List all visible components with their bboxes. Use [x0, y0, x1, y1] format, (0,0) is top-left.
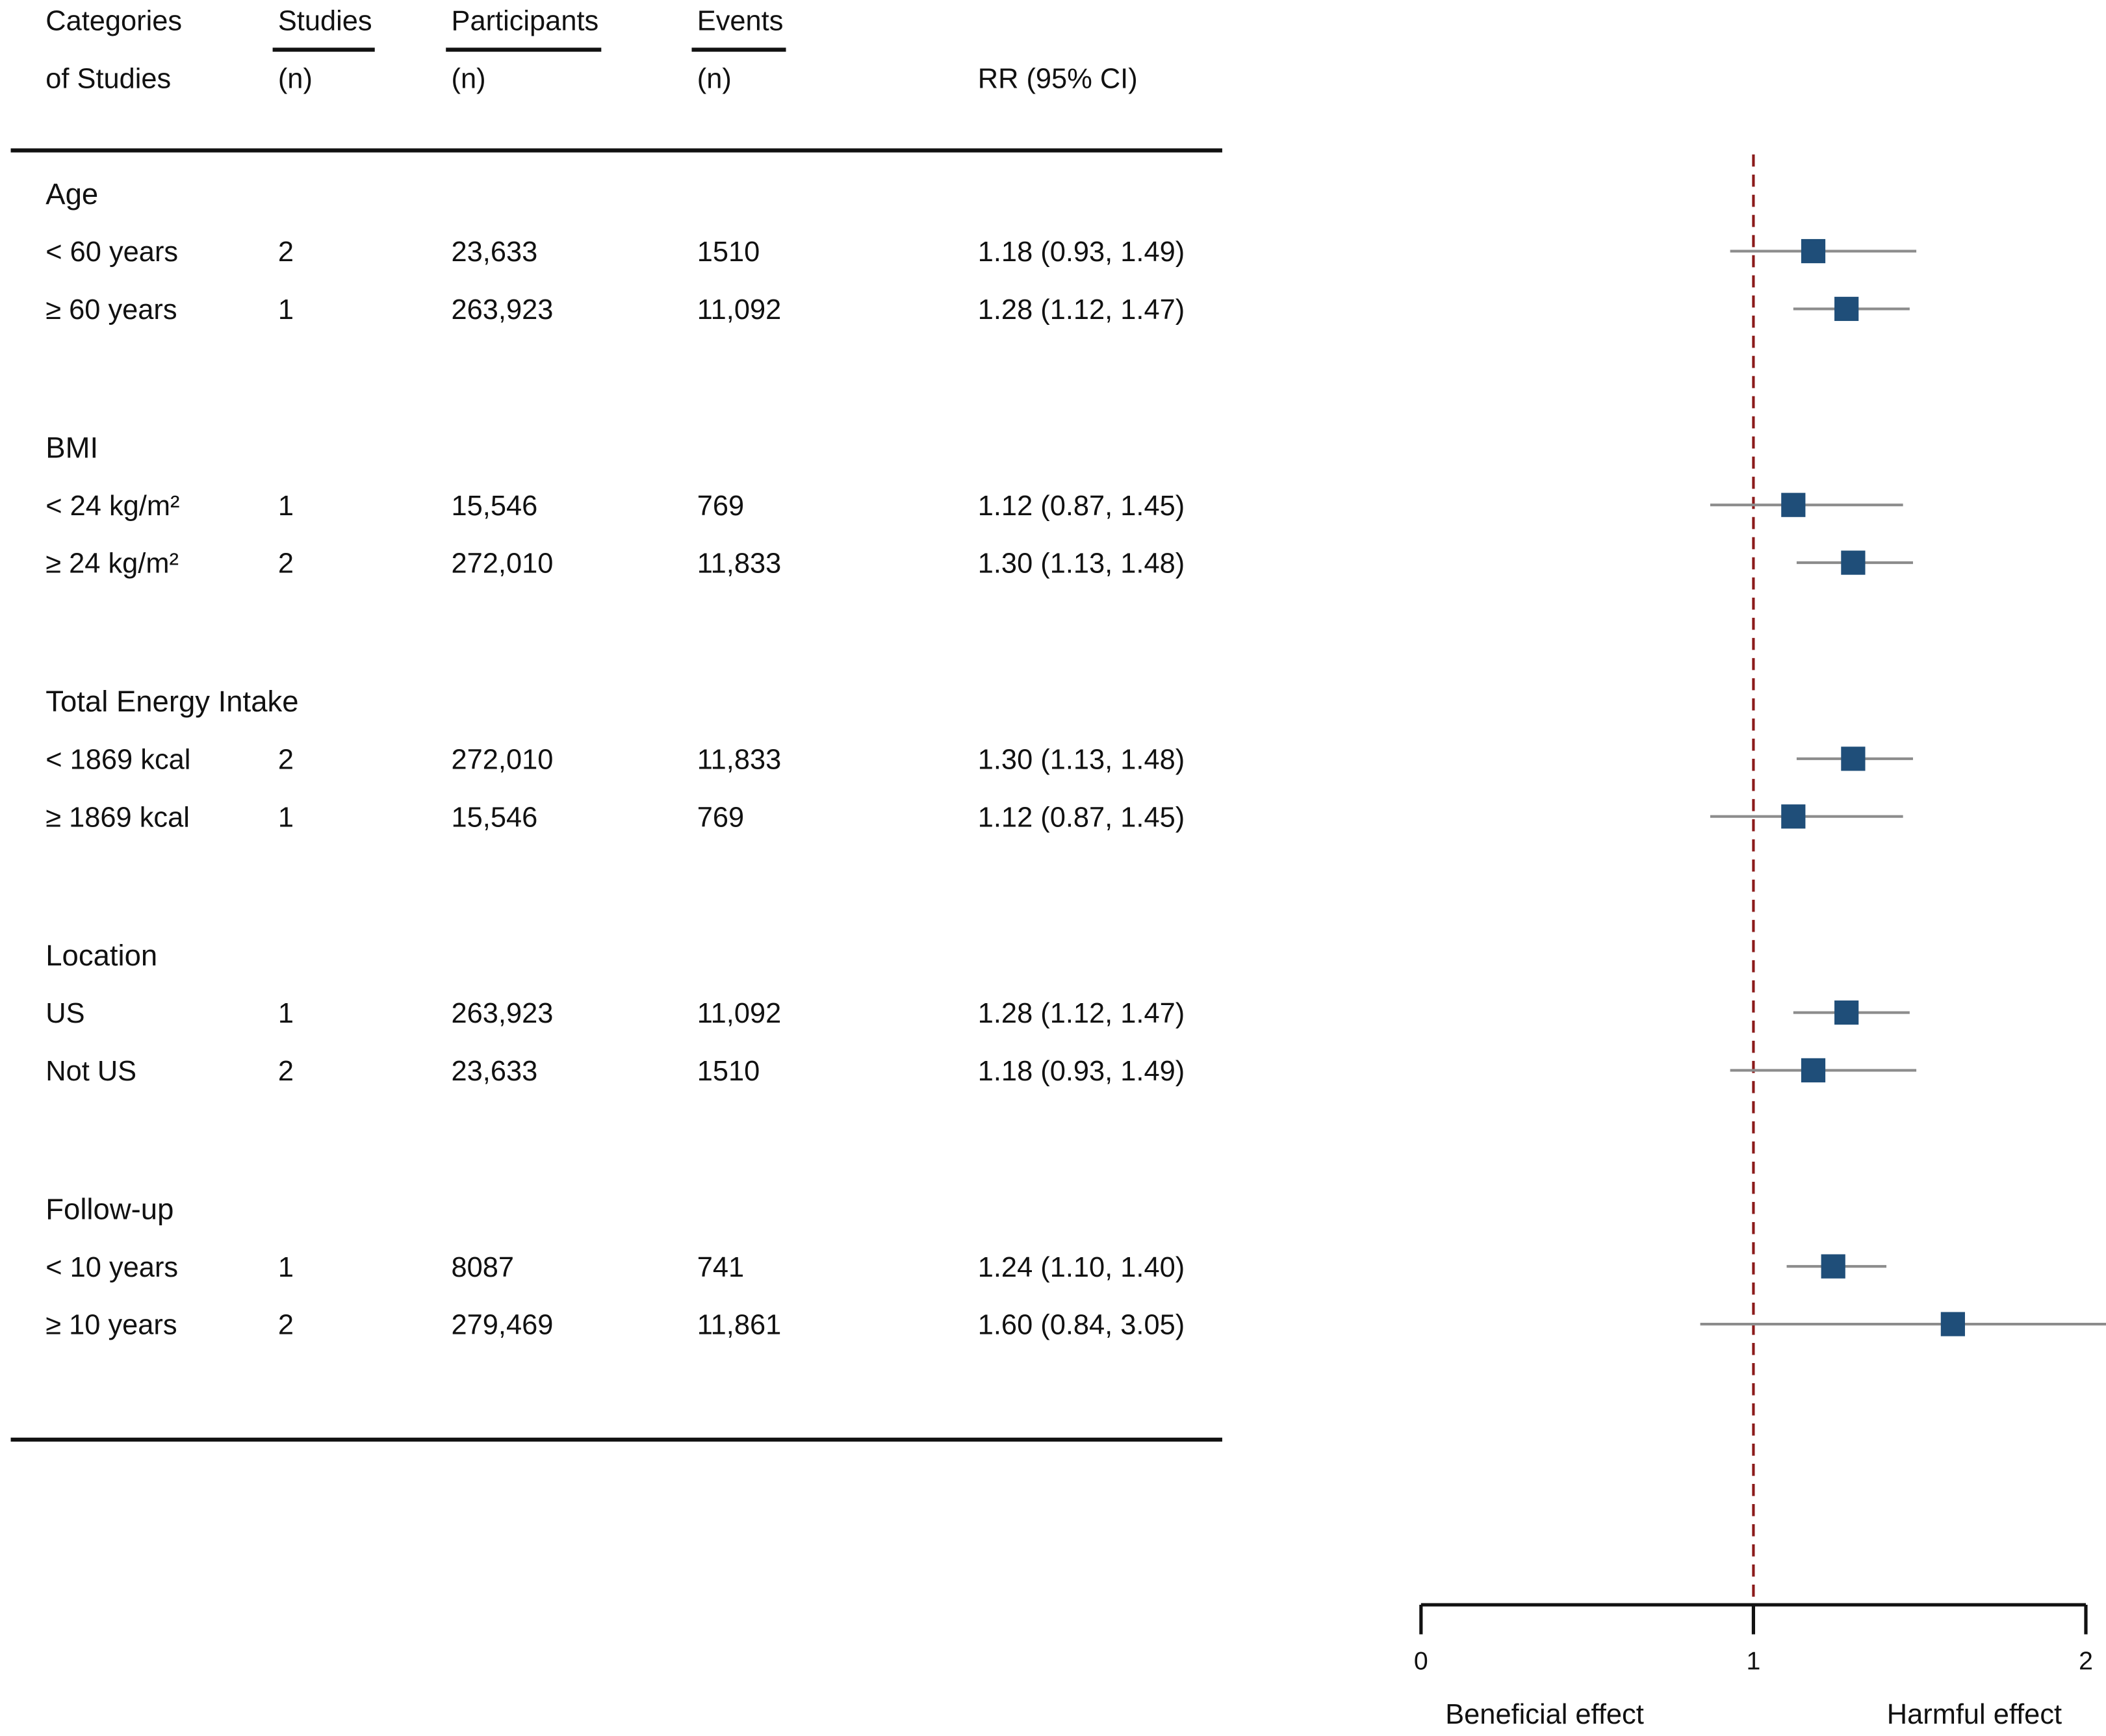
- rr-marker: [1781, 804, 1806, 829]
- column-header: (n): [697, 64, 732, 95]
- table-cell: < 24 kg/m²: [45, 491, 179, 522]
- table-cell: 1.30 (1.13, 1.48): [978, 744, 1185, 775]
- x-tick-label: 1: [1747, 1646, 1761, 1675]
- table-cell: 263,923: [452, 294, 554, 326]
- table-cell: 11,092: [697, 998, 782, 1029]
- table-cell: 1.60 (0.84, 3.05): [978, 1310, 1185, 1341]
- group-title: BMI: [45, 431, 98, 464]
- table-cell: 1510: [697, 236, 760, 268]
- table-cell: ≥ 1869 kcal: [45, 802, 190, 833]
- table-cell: 1.12 (0.87, 1.45): [978, 491, 1185, 522]
- table-cell: 1.18 (0.93, 1.49): [978, 236, 1185, 268]
- x-tick-label: 0: [1414, 1646, 1428, 1675]
- table-cell: 769: [697, 491, 744, 522]
- table-cell: 2: [278, 744, 294, 775]
- table-cell: 1.12 (0.87, 1.45): [978, 802, 1185, 833]
- group-title: Total Energy Intake: [45, 685, 298, 718]
- rr-marker: [1821, 1254, 1845, 1279]
- table-cell: < 1869 kcal: [45, 744, 190, 775]
- table-cell: 272,010: [452, 548, 554, 580]
- table-cell: 1.18 (0.93, 1.49): [978, 1056, 1185, 1087]
- table-cell: ≥ 10 years: [45, 1310, 177, 1341]
- table-cell: 2: [278, 236, 294, 268]
- table-cell: 11,861: [697, 1310, 782, 1341]
- table-cell: 1: [278, 1252, 294, 1283]
- table-cell: 11,092: [697, 294, 782, 326]
- table-cell: 1.28 (1.12, 1.47): [978, 294, 1185, 326]
- table-cell: 2: [278, 1056, 294, 1087]
- table-cell: 1.24 (1.10, 1.40): [978, 1252, 1185, 1283]
- group-title: Location: [45, 939, 157, 972]
- table-cell: 1: [278, 802, 294, 833]
- table-cell: 741: [697, 1252, 744, 1283]
- table-cell: 1510: [697, 1056, 760, 1087]
- column-header: (n): [278, 64, 313, 95]
- table-cell: ≥ 24 kg/m²: [45, 548, 179, 580]
- rr-marker: [1781, 492, 1806, 517]
- table-cell: 1.30 (1.13, 1.48): [978, 548, 1185, 580]
- table-cell: 8087: [452, 1252, 515, 1283]
- table-cell: 769: [697, 802, 744, 833]
- table-cell: 11,833: [697, 548, 782, 580]
- table-cell: 15,546: [452, 802, 538, 833]
- table-cell: 2: [278, 548, 294, 580]
- column-header: Categories: [45, 6, 182, 37]
- column-header: RR (95% CI): [978, 64, 1138, 95]
- table-cell: 1: [278, 998, 294, 1029]
- rr-marker: [1841, 550, 1866, 575]
- table-cell: < 60 years: [45, 236, 178, 268]
- table-cell: US: [45, 998, 84, 1029]
- axis-annotation: Beneficial effect: [1445, 1699, 1644, 1730]
- column-header: Participants: [452, 6, 599, 37]
- rr-marker: [1940, 1312, 1965, 1336]
- table-cell: 279,469: [452, 1310, 554, 1341]
- table-cell: 11,833: [697, 744, 782, 775]
- rr-marker: [1801, 238, 1826, 264]
- table-cell: 1: [278, 491, 294, 522]
- group-title: Follow-up: [45, 1192, 173, 1225]
- table-cell: 15,546: [452, 491, 538, 522]
- table-cell: 1: [278, 294, 294, 326]
- rr-marker: [1834, 296, 1859, 322]
- table-cell: 23,633: [452, 236, 538, 268]
- rr-marker: [1834, 1000, 1859, 1025]
- group-title: Age: [45, 177, 98, 211]
- column-header: (n): [452, 64, 486, 95]
- table-cell: 263,923: [452, 998, 554, 1029]
- x-tick-label: 2: [2079, 1646, 2093, 1675]
- table-cell: 1.28 (1.12, 1.47): [978, 998, 1185, 1029]
- column-header: of Studies: [45, 64, 171, 95]
- table-cell: 23,633: [452, 1056, 538, 1087]
- table-cell: Not US: [45, 1056, 136, 1087]
- table-cell: < 10 years: [45, 1252, 178, 1283]
- table-cell: ≥ 60 years: [45, 294, 177, 326]
- column-header: Events: [697, 6, 784, 37]
- column-header: Studies: [278, 6, 372, 37]
- rr-marker: [1841, 747, 1866, 771]
- rr-marker: [1801, 1058, 1826, 1082]
- table-cell: 2: [278, 1310, 294, 1341]
- axis-annotation: Harmful effect: [1887, 1699, 2062, 1730]
- table-cell: 272,010: [452, 744, 554, 775]
